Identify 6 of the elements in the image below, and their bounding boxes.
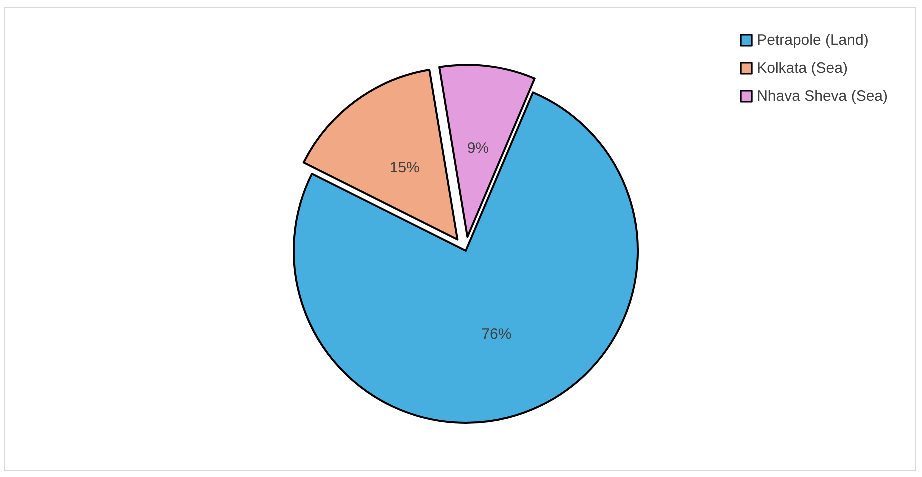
legend-label: Kolkata (Sea) [757,60,848,77]
legend-label: Nhava Sheva (Sea) [757,88,888,105]
data-label: 76% [482,326,512,344]
data-label: 9% [467,140,490,158]
legend-label: Petrapole (Land) [757,32,869,49]
data-label: 15% [390,160,420,177]
